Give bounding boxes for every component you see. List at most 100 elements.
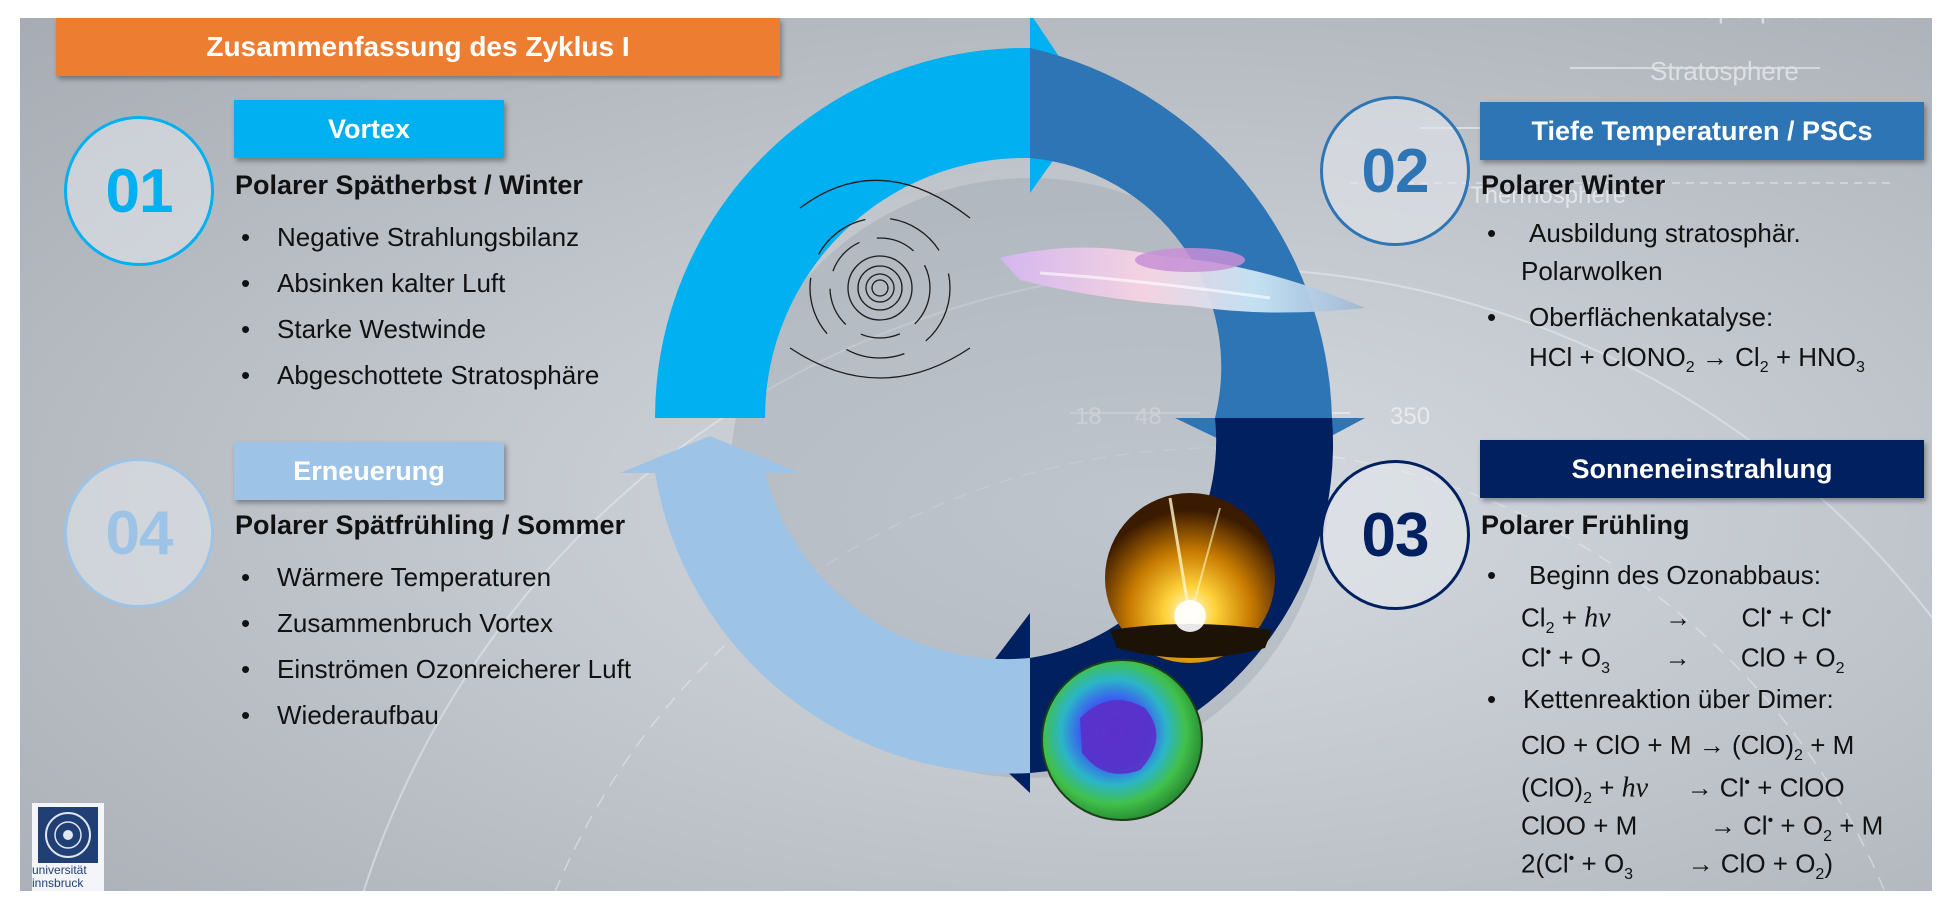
plus-sign: + xyxy=(1778,602,1795,633)
subscript: 2 xyxy=(1823,827,1832,845)
plus-sign: + xyxy=(1599,772,1615,803)
bullet-item: Negative Strahlungsbilanz xyxy=(235,214,599,260)
radical-dot: • xyxy=(1825,604,1832,621)
psc-cloud-image xyxy=(1000,247,1365,313)
bullet-item: Oberflächenkatalyse: xyxy=(1481,298,1801,336)
phase-heading-04: Erneuerung xyxy=(293,456,445,486)
bullet-continuation: Polarwolken xyxy=(1481,252,1801,290)
species: Cl xyxy=(1521,642,1546,673)
reaction-arrow: → xyxy=(1698,730,1725,760)
subscript: 3 xyxy=(1624,865,1634,883)
title-banner: Zusammenfassung des Zyklus I xyxy=(56,18,780,76)
slide: Troposphere Stratosphere Thermosphere 18… xyxy=(20,18,1932,891)
species: + M xyxy=(1839,810,1884,841)
species: 2(Cl xyxy=(1521,848,1569,879)
species: ClO xyxy=(1740,642,1786,673)
phase-number-circle-01: 01 xyxy=(64,116,214,266)
species: O xyxy=(1603,848,1625,879)
hv-symbol: hv xyxy=(1621,772,1649,804)
cycle-arrow-renewal xyxy=(620,436,1030,774)
species: (ClO) xyxy=(1731,730,1795,760)
cycle-arrow-vortex xyxy=(655,18,1092,418)
logo-text-2: innsbruck xyxy=(32,876,84,890)
phase-heading-banner-03: Sonneneinstrahlung xyxy=(1480,440,1924,498)
phase-number-02: 02 xyxy=(1361,136,1430,206)
university-logo: universität innsbruck xyxy=(32,803,104,891)
reaction-arrow: → xyxy=(1701,342,1728,372)
bracket: ) xyxy=(1824,848,1833,879)
reactants: ClOO + M xyxy=(1521,810,1638,841)
reaction-arrow: → xyxy=(1687,848,1714,879)
bullet-item: Wiederaufbau xyxy=(235,692,631,738)
species: O xyxy=(1815,642,1836,673)
species: Cl xyxy=(1719,772,1745,803)
bg-label-350: 350 xyxy=(1390,403,1430,430)
plus-sign: + xyxy=(1792,642,1809,673)
phase-subtitle-04: Polarer Spätfrühling / Sommer xyxy=(235,510,626,540)
species: Cl xyxy=(1743,810,1768,841)
subscript: 2 xyxy=(1545,619,1555,637)
radical-dot: • xyxy=(1767,812,1774,829)
plus-sign: + xyxy=(1757,772,1773,803)
reaction-cloo-decay: ClOO + M → Cl• + O2 + M xyxy=(1521,802,1883,856)
reaction-arrow: → xyxy=(1686,772,1713,803)
subscript: 2 xyxy=(1583,789,1592,807)
bullet-item: Absinken kalter Luft xyxy=(235,260,599,306)
species: O xyxy=(1580,642,1602,673)
phase-number-circle-03: 03 xyxy=(1320,460,1470,610)
bullet-item: Beginn des Ozonabbaus: xyxy=(1481,556,1821,594)
bullet-item: Kettenreaktion über Dimer: xyxy=(1481,680,1834,718)
species: ClOO xyxy=(1779,772,1845,803)
reaction-cl2-hv: Cl2 + hv → Cl• + Cl• xyxy=(1521,594,1832,648)
bullet-item: Abgeschottete Stratosphäre xyxy=(235,352,599,398)
phase-03-content: Beginn des Ozonabbaus: Cl xyxy=(1481,556,1821,594)
reaction-dimer-formation: ClO + ClO + M → (ClO)2 + M xyxy=(1521,726,1854,775)
species: Cl xyxy=(1741,602,1767,633)
subscript: 2 xyxy=(1794,747,1803,765)
reaction-arrow: → xyxy=(1665,602,1692,633)
plus-sign: + xyxy=(1780,810,1796,841)
phase-heading-banner-01: Vortex xyxy=(234,100,504,158)
sun-image xyxy=(1105,493,1275,663)
bullet-item: Wärmere Temperaturen xyxy=(235,554,631,600)
bullet-text: Ausbildung stratosphär. xyxy=(1529,218,1801,248)
subscript: 3 xyxy=(1856,359,1865,377)
species: Cl xyxy=(1521,602,1546,633)
species: Cl xyxy=(1801,602,1826,633)
plus-sign: + xyxy=(1561,602,1577,633)
reaction-cl-o3: Cl• + O3 → ClO + O2 xyxy=(1521,634,1844,688)
species: + M xyxy=(1810,730,1855,760)
reactant: HCl + ClONO xyxy=(1529,342,1686,372)
radical-dot: • xyxy=(1744,774,1750,791)
bg-label-thermosphere: Thermosphere xyxy=(1470,182,1626,209)
hv-symbol: hv xyxy=(1584,602,1611,634)
phase-heading-banner-04: Erneuerung xyxy=(234,442,504,500)
phase-bullets-04: Wärmere Temperaturen Zusammenbruch Vorte… xyxy=(235,554,631,738)
species: ClO + O xyxy=(1720,848,1816,879)
bg-label-stratosphere: Stratosphere xyxy=(1650,56,1799,86)
subscript: 2 xyxy=(1815,865,1825,883)
subscript: 2 xyxy=(1759,359,1769,377)
product: Cl xyxy=(1735,342,1760,372)
species: (ClO) xyxy=(1521,772,1584,803)
bg-label-troposphere: Troposphere xyxy=(1680,18,1826,24)
ozone-hole-image xyxy=(1041,659,1203,821)
phase-bullets-02: Ausbildung stratosphär. Polarwolken Ober… xyxy=(1481,214,1801,336)
reaction-dimer-photolysis: (ClO)2 + hv → Cl• + ClOO xyxy=(1521,764,1845,818)
phase-subtitle-02: Polarer Winter xyxy=(1481,170,1666,200)
phase-bullets-03a: Beginn des Ozonabbaus: xyxy=(1481,556,1821,594)
reactants: ClO + ClO + M xyxy=(1521,730,1692,760)
subscript: 2 xyxy=(1685,359,1695,377)
species: O xyxy=(1802,810,1824,841)
cycle-diagram: Troposphere Stratosphere Thermosphere 18… xyxy=(362,18,1932,891)
phase-subtitle-03: Polarer Frühling xyxy=(1481,510,1690,540)
page-title: Zusammenfassung des Zyklus I xyxy=(206,31,630,62)
radical-dot: • xyxy=(1568,850,1575,867)
bullet-text: Oberflächenkatalyse: xyxy=(1529,302,1774,332)
phase-bullets-01: Negative Strahlungsbilanz Absinken kalte… xyxy=(235,214,599,398)
phase-subtitle-01: Polarer Spätherbst / Winter xyxy=(235,170,583,200)
bg-label-48: 48 xyxy=(1135,403,1162,430)
reaction-arrow: → xyxy=(1664,642,1691,673)
phase-number-circle-02: 02 xyxy=(1320,96,1470,246)
bullet-item: Starke Westwinde xyxy=(235,306,599,352)
